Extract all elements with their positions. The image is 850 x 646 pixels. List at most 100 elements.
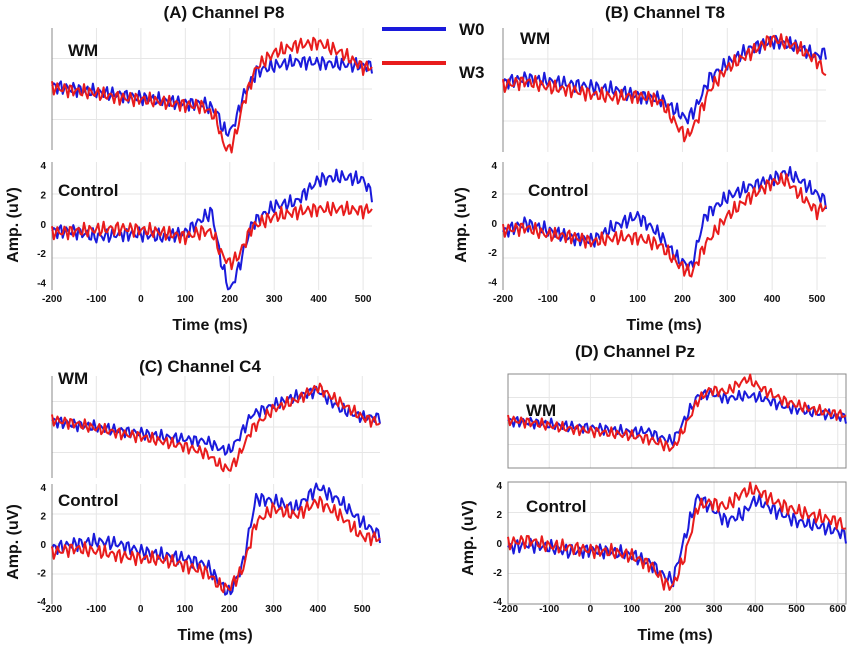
chart-a-channel-p8: (A) Channel P8 WM -4 -2 0 2 4 -200 -100 0 100 200… [5, 3, 373, 334]
y-tick-label: 4 [491, 161, 497, 172]
y-tick-label: 2 [496, 510, 502, 521]
x-tick-label: 400 [310, 294, 327, 305]
wm-subplot [51, 376, 381, 478]
control-label: Control [58, 181, 118, 200]
x-tick-label: 0 [138, 604, 144, 615]
chart-b-channel-t8: (B) Channel T8 WM -4 -2 0 2 4 -200 -100 0 100 200… [453, 3, 827, 334]
y-tick-label: -4 [488, 277, 497, 288]
y-axis-label: Amp. (uV) [460, 500, 477, 576]
series-line-w3 [51, 495, 381, 594]
control-subplot: -4 -2 0 2 4 -200 -100 0 100 200 300 400 500 [37, 482, 381, 615]
x-tick-label: 500 [355, 294, 372, 305]
x-tick-label: 300 [265, 604, 282, 615]
x-tick-label: 600 [829, 604, 846, 615]
x-tick-label: -100 [86, 294, 106, 305]
y-tick-label: -2 [488, 248, 497, 259]
y-tick-label: 0 [491, 219, 497, 230]
series-line-w3 [507, 373, 847, 452]
y-tick-label: 4 [40, 161, 46, 172]
y-tick-label: -2 [37, 249, 46, 260]
legend: W0 W3 [382, 20, 485, 82]
y-tick-label: 4 [496, 481, 502, 492]
y-axis-label: Amp. (uV) [453, 187, 470, 263]
chart-title: (D) Channel Pz [575, 342, 695, 361]
x-tick-label: 200 [221, 294, 238, 305]
x-tick-label: 300 [719, 294, 736, 305]
y-axis-label: Amp. (uV) [5, 187, 22, 263]
series-line-w3 [51, 382, 381, 473]
series-line-w0 [51, 385, 381, 456]
x-tick-label: 100 [177, 294, 194, 305]
legend-w0-label: W0 [459, 20, 485, 39]
wm-subplot [502, 28, 827, 152]
x-tick-label: 400 [747, 604, 764, 615]
y-tick-label: -2 [493, 568, 502, 579]
control-label: Control [526, 497, 586, 516]
y-tick-label: -2 [37, 569, 46, 580]
wm-label: WM [520, 29, 550, 48]
wm-label: WM [58, 369, 88, 388]
x-tick-label: -200 [42, 604, 62, 615]
wm-label: WM [526, 401, 556, 420]
control-label: Control [528, 181, 588, 200]
control-subplot: -4 -2 0 2 4 -200 -100 0 100 200 300 400 500 [37, 161, 373, 305]
y-axis-label: Amp. (uV) [5, 504, 22, 580]
x-axis-label: Time (ms) [626, 317, 701, 334]
y-tick-label: -4 [37, 279, 46, 290]
chart-c-channel-c4: (C) Channel C4 WM -4 -2 0 2 4 -200 -100 0 100 200… [5, 357, 381, 644]
y-tick-label: 4 [40, 483, 46, 494]
y-tick-label: 2 [40, 190, 46, 201]
wm-subplot [51, 28, 373, 154]
x-tick-label: 200 [674, 294, 691, 305]
y-tick-label: 0 [496, 539, 502, 550]
x-tick-label: 100 [629, 294, 646, 305]
x-tick-label: 0 [590, 294, 596, 305]
x-tick-label: -200 [498, 604, 518, 615]
x-tick-label: -200 [42, 294, 62, 305]
x-axis-label: Time (ms) [637, 627, 712, 644]
x-tick-label: 500 [788, 604, 805, 615]
series-line-w3 [502, 172, 827, 278]
x-axis-label: Time (ms) [172, 317, 247, 334]
legend-w3-label: W3 [459, 63, 485, 82]
y-tick-label: -4 [37, 597, 46, 608]
y-tick-label: -4 [493, 597, 502, 608]
series-line-w3 [507, 481, 847, 591]
series-line-w0 [51, 168, 373, 291]
series-line-w3 [51, 200, 373, 271]
series-line-w3 [502, 33, 827, 143]
chart-title: (A) Channel P8 [164, 3, 285, 22]
chart-d-channel-pz: (D) Channel Pz WM -4 -2 0 2 4 -200 -100 0 100 200… [460, 342, 847, 644]
x-tick-label: -100 [538, 294, 558, 305]
y-tick-label: 0 [40, 540, 46, 551]
x-tick-label: 500 [809, 294, 826, 305]
y-tick-label: 2 [491, 190, 497, 201]
y-tick-label: 0 [40, 220, 46, 231]
x-tick-label: 100 [177, 604, 194, 615]
y-tick-label: 2 [40, 511, 46, 522]
x-axis-label: Time (ms) [177, 627, 252, 644]
x-tick-label: 400 [764, 294, 781, 305]
x-tick-label: 200 [221, 604, 238, 615]
x-tick-label: 300 [706, 604, 723, 615]
chart-title: (C) Channel C4 [139, 357, 261, 376]
x-tick-label: 200 [665, 604, 682, 615]
wm-label: WM [68, 41, 98, 60]
x-tick-label: 100 [623, 604, 640, 615]
series-line-w3 [51, 36, 373, 154]
chart-title: (B) Channel T8 [605, 3, 725, 22]
control-subplot: -4 -2 0 2 4 -200 -100 0 100 200 300 400 500 [488, 161, 827, 305]
x-tick-label: 500 [354, 604, 371, 615]
x-tick-label: 400 [310, 604, 327, 615]
x-tick-label: 0 [588, 604, 594, 615]
x-tick-label: -100 [539, 604, 559, 615]
wm-subplot [507, 373, 847, 469]
series-line-w0 [507, 387, 847, 447]
x-tick-label: 0 [138, 294, 144, 305]
x-tick-label: -200 [493, 294, 513, 305]
control-label: Control [58, 491, 118, 510]
x-tick-label: -100 [86, 604, 106, 615]
x-tick-label: 300 [266, 294, 283, 305]
series-line-w0 [51, 482, 381, 596]
